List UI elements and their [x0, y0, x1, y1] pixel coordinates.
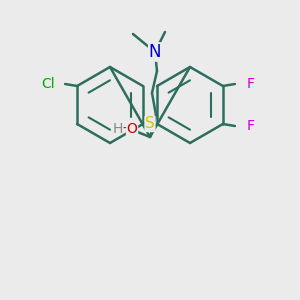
Text: O: O	[127, 122, 137, 136]
Text: Cl: Cl	[41, 77, 55, 91]
Text: F: F	[247, 77, 255, 91]
Text: H: H	[113, 122, 123, 136]
Text: F: F	[247, 119, 255, 133]
Text: S: S	[145, 116, 155, 131]
Text: -: -	[123, 122, 128, 136]
Text: N: N	[149, 43, 161, 61]
